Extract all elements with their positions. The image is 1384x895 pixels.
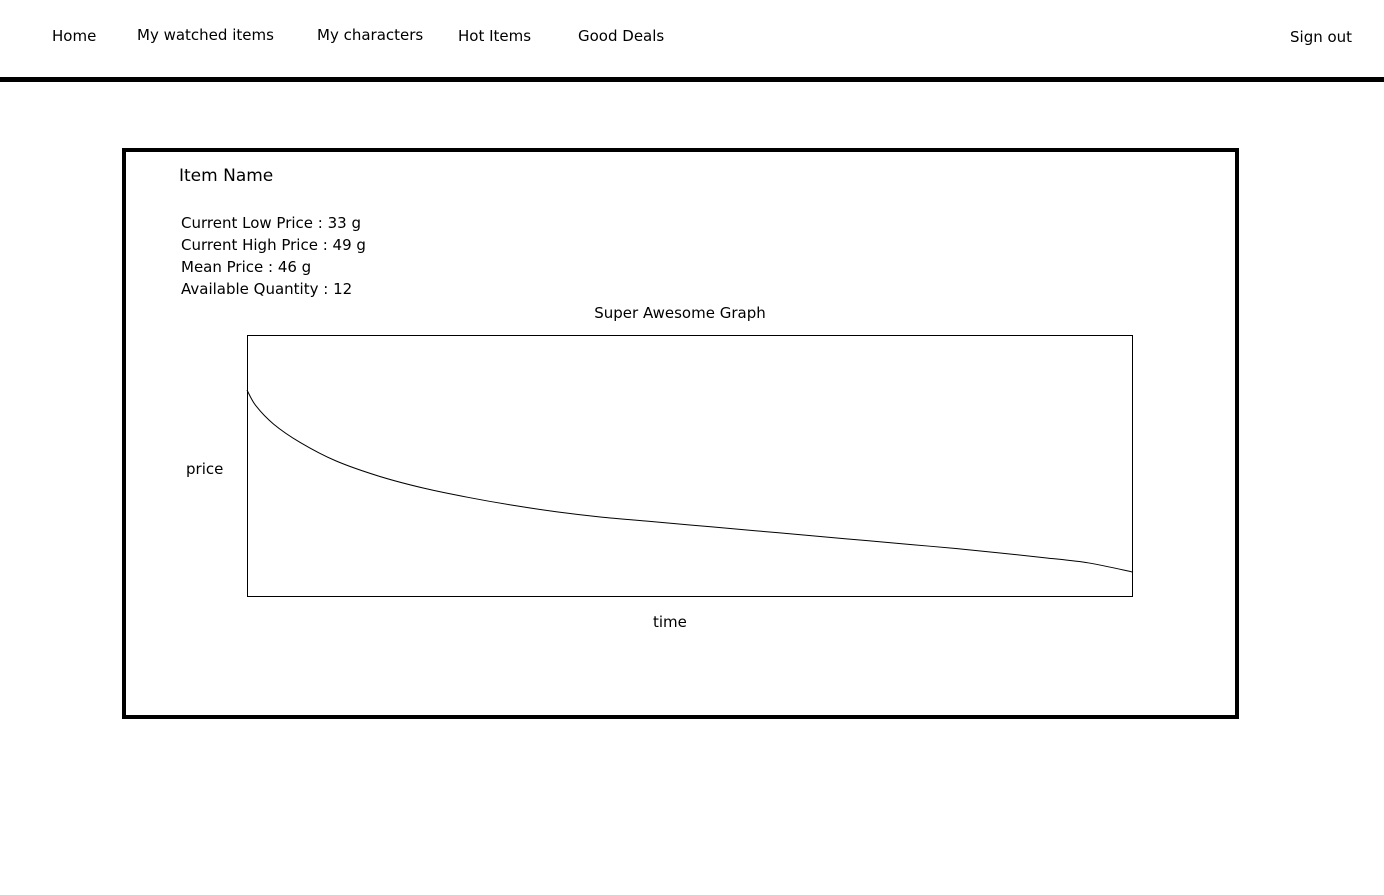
item-name: Item Name: [179, 166, 274, 186]
current-low-price: Current Low Price : 33 g: [181, 214, 361, 232]
nav-characters-link[interactable]: My characters: [317, 26, 424, 44]
x-axis-label: time: [653, 613, 687, 631]
price-series-line: [246, 389, 1134, 573]
nav-home-link[interactable]: Home: [52, 27, 97, 45]
current-high-price: Current High Price : 49 g: [181, 236, 366, 254]
nav-good-deals-link[interactable]: Good Deals: [578, 27, 665, 45]
chart-title: Super Awesome Graph: [594, 304, 766, 322]
chart-plot-frame: [247, 335, 1133, 597]
price-chart: [246, 335, 1134, 597]
y-axis-label: price: [186, 460, 224, 478]
available-quantity: Available Quantity : 12: [181, 280, 353, 298]
sign-out-link[interactable]: Sign out: [1290, 28, 1353, 46]
nav-watched-items-link[interactable]: My watched items: [137, 26, 274, 44]
item-detail-panel: Item Name Current Low Price : 33 g Curre…: [122, 148, 1239, 719]
nav-divider: [0, 77, 1384, 82]
nav-hot-items-link[interactable]: Hot Items: [458, 27, 532, 45]
mean-price: Mean Price : 46 g: [181, 258, 312, 276]
